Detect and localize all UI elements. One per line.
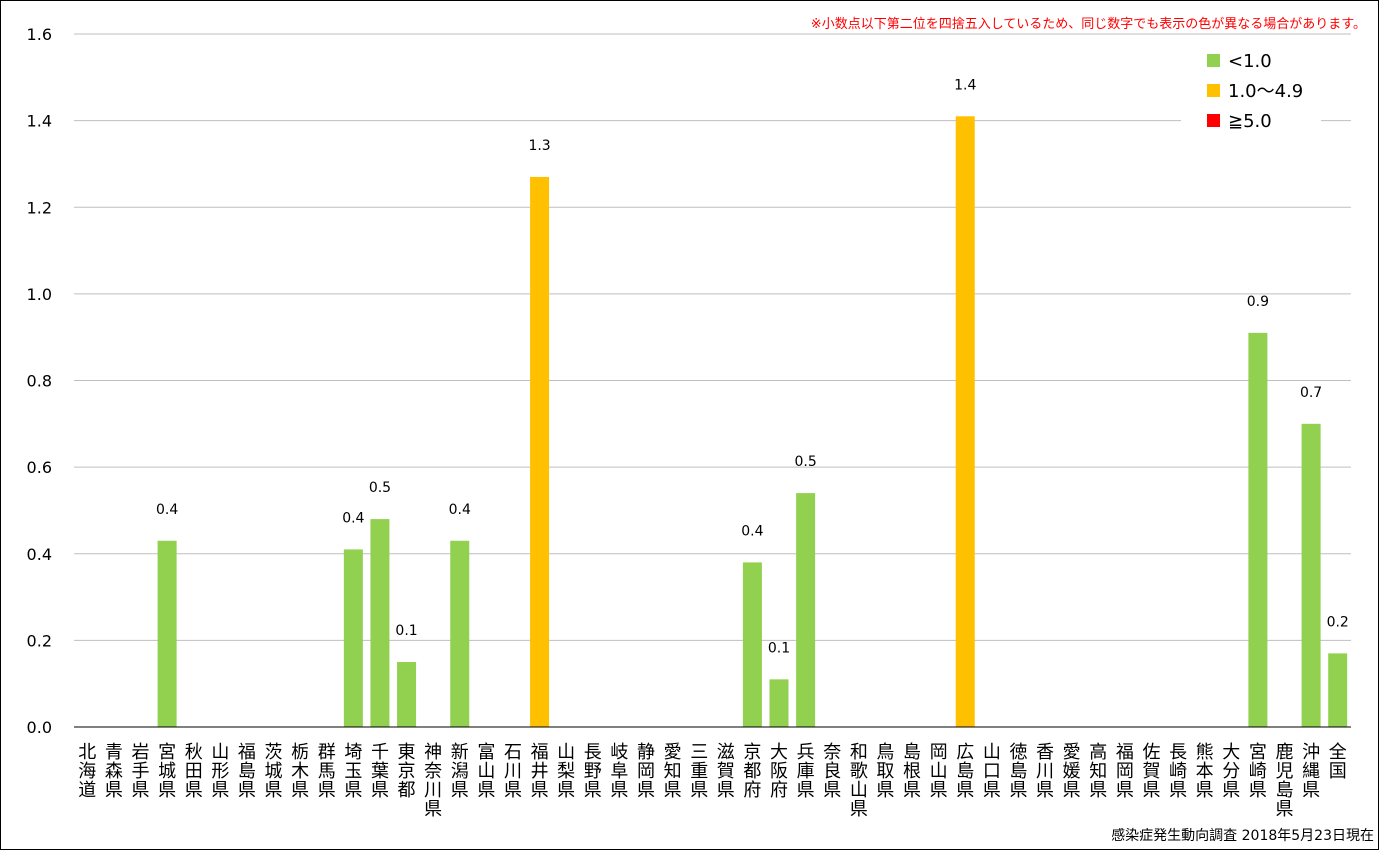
legend-label: ≧5.0: [1228, 111, 1272, 132]
category-label: 宮城県: [158, 742, 176, 801]
category-label: 福井県: [531, 742, 549, 801]
y-tick-label: 0.4: [27, 545, 52, 564]
legend-box: [1181, 43, 1321, 143]
category-label: 青森県: [105, 742, 123, 801]
category-label: 山形県: [211, 742, 229, 801]
category-label: 兵庫県: [797, 742, 815, 801]
data-label: 0.1: [395, 623, 417, 639]
legend-swatch: [1207, 54, 1220, 67]
bar: [1328, 653, 1348, 727]
bar: [397, 662, 417, 727]
category-label: 茨城県: [265, 742, 283, 801]
data-label: 1.3: [528, 138, 550, 154]
data-label: 0.7: [1300, 385, 1322, 401]
category-label: 福島県: [238, 742, 256, 801]
y-tick-label: 0.0: [27, 718, 52, 737]
category-label: 愛知県: [664, 742, 682, 801]
category-label: 徳島県: [1009, 742, 1027, 801]
legend-label: <1.0: [1228, 51, 1272, 72]
category-label: 静岡県: [637, 742, 655, 801]
category-label: 愛媛県: [1063, 742, 1081, 801]
category-label: 新潟県: [451, 742, 469, 801]
bar: [370, 519, 390, 727]
category-label: 奈良県: [823, 742, 841, 801]
bar: [742, 562, 762, 727]
category-label: 鹿児島県: [1275, 742, 1293, 820]
bar: [1301, 423, 1321, 727]
bar: [343, 549, 363, 727]
category-label: 滋賀県: [717, 742, 735, 801]
category-label: 鳥取県: [876, 742, 894, 801]
category-label: 和歌山県: [850, 742, 868, 820]
bar: [955, 116, 975, 727]
y-tick-label: 1.0: [27, 285, 52, 304]
category-label: 京都府: [743, 742, 761, 801]
category-label: 広島県: [956, 742, 974, 801]
category-label: 全国: [1329, 742, 1347, 782]
category-label: 長崎県: [1169, 742, 1187, 801]
source-caption: 感染症発生動向調査 2018年5月23日現在: [1111, 828, 1374, 844]
category-label: 福岡県: [1116, 742, 1134, 801]
data-label: 0.2: [1327, 614, 1349, 630]
data-label: 0.9: [1247, 294, 1269, 310]
data-label: 0.1: [768, 640, 790, 656]
data-label: 0.4: [449, 502, 471, 518]
category-label: 埼玉県: [344, 742, 362, 801]
category-label: 沖縄県: [1302, 742, 1320, 801]
category-label: 石川県: [504, 742, 522, 801]
category-label: 佐賀県: [1142, 742, 1160, 801]
data-label: 0.4: [342, 510, 364, 526]
category-label: 香川県: [1036, 742, 1054, 801]
category-label: 島根県: [903, 742, 921, 801]
legend-swatch: [1207, 84, 1220, 97]
data-label: 0.4: [741, 523, 763, 539]
data-label: 0.5: [794, 454, 816, 470]
y-tick-label: 1.2: [27, 198, 52, 217]
category-label: 秋田県: [185, 742, 203, 801]
y-tick-label: 0.2: [27, 631, 52, 650]
y-tick-label: 0.8: [27, 372, 52, 391]
y-tick-label: 1.6: [27, 25, 52, 44]
category-label: 富山県: [477, 742, 495, 801]
category-label: 岐阜県: [610, 742, 628, 801]
category-label: 栃木県: [291, 742, 309, 801]
category-label: 群馬県: [318, 742, 336, 801]
category-label: 北海道: [78, 742, 96, 801]
category-label: 岩手県: [132, 742, 150, 801]
data-label: 1.4: [954, 77, 976, 93]
bar: [157, 540, 177, 727]
bar: [530, 176, 550, 727]
bar: [796, 493, 816, 727]
data-label: 0.5: [369, 480, 391, 496]
category-label: 岡山県: [930, 742, 948, 801]
legend-swatch: [1207, 114, 1220, 127]
data-label: 0.4: [156, 502, 178, 518]
category-label: 千葉県: [371, 742, 389, 801]
rounding-note: ※小数点以下第二位を四捨五入しているため、同じ数字でも表示の色が異なる場合があり…: [810, 17, 1366, 32]
category-label: 山口県: [983, 742, 1001, 801]
legend-label: 1.0～4.9: [1228, 81, 1303, 102]
bar: [1248, 332, 1268, 727]
bar: [450, 540, 470, 727]
category-label: 長野県: [584, 742, 602, 801]
y-tick-label: 1.4: [27, 112, 52, 131]
category-label: 大分県: [1222, 742, 1240, 801]
category-label: 神奈川県: [424, 742, 442, 820]
category-label: 宮崎県: [1249, 742, 1267, 801]
category-label: 熊本県: [1196, 742, 1214, 801]
category-label: 山梨県: [557, 742, 575, 801]
category-label: 高知県: [1089, 742, 1107, 801]
category-label: 東京都: [398, 742, 416, 801]
category-label: 三重県: [690, 742, 708, 801]
bar: [769, 679, 789, 727]
category-label: 大阪府: [770, 742, 788, 801]
y-tick-label: 0.6: [27, 458, 52, 477]
